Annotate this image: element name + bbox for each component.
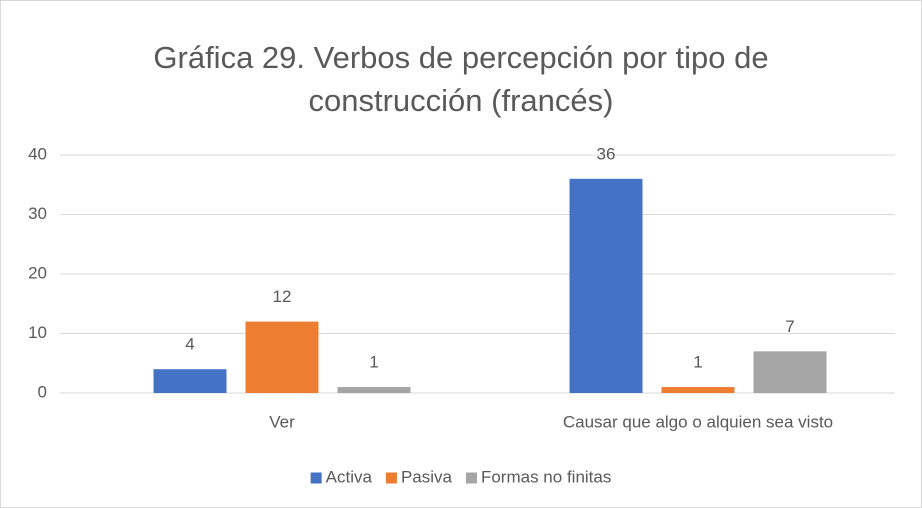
data-label: 12 xyxy=(273,287,292,306)
legend-label: Formas no finitas xyxy=(481,467,611,486)
data-label: 36 xyxy=(597,144,616,163)
y-tick-label: 0 xyxy=(38,382,47,401)
x-tick-label: Causar que algo o alquien sea visto xyxy=(563,412,833,431)
chart-title: construcción (francés) xyxy=(309,83,614,118)
data-label: 7 xyxy=(785,317,794,336)
legend-label: Activa xyxy=(326,467,373,486)
y-tick-label: 40 xyxy=(28,144,47,163)
bar xyxy=(753,351,827,393)
legend-swatch xyxy=(465,472,477,484)
legend-label: Pasiva xyxy=(401,467,453,486)
bar xyxy=(569,178,643,393)
y-tick-label: 10 xyxy=(28,323,47,342)
data-label: 1 xyxy=(693,353,702,372)
chart-title: Gráfica 29. Verbos de percepción por tip… xyxy=(153,40,768,75)
bar xyxy=(245,321,319,393)
legend-swatch xyxy=(385,472,397,484)
y-tick-label: 30 xyxy=(28,204,47,223)
bar xyxy=(661,387,735,393)
data-label: 1 xyxy=(369,353,378,372)
data-label: 4 xyxy=(185,335,194,354)
legend-swatch xyxy=(310,472,322,484)
x-tick-label: Ver xyxy=(269,412,295,431)
bar xyxy=(153,369,227,393)
bar xyxy=(337,387,411,393)
y-tick-label: 20 xyxy=(28,263,47,282)
